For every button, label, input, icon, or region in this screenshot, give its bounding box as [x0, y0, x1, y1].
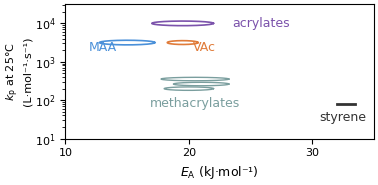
Text: VAc: VAc [192, 41, 215, 54]
Text: methacrylates: methacrylates [150, 97, 240, 110]
Text: acrylates: acrylates [232, 17, 290, 30]
Text: styrene: styrene [319, 111, 367, 124]
Y-axis label: $k_{\mathrm{p}}$ at 25°C
(L·mol⁻¹·s⁻¹): $k_{\mathrm{p}}$ at 25°C (L·mol⁻¹·s⁻¹) [4, 37, 32, 106]
Text: MAA: MAA [88, 41, 116, 54]
X-axis label: $E_{\mathrm{A}}$ (kJ·mol⁻¹): $E_{\mathrm{A}}$ (kJ·mol⁻¹) [180, 164, 259, 181]
